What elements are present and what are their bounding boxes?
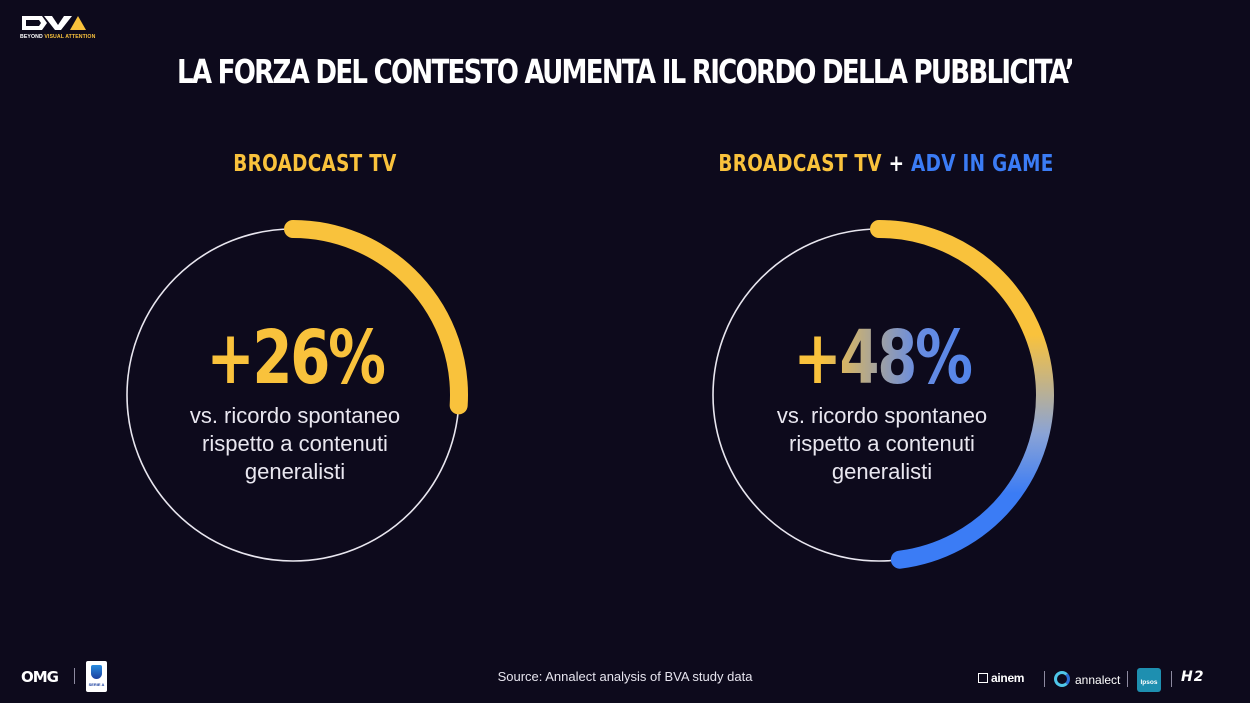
big-value: +48%	[742, 315, 1023, 401]
ring-chart-broadcast-tv-svg	[126, 220, 468, 562]
serie-a-shield-icon	[91, 665, 102, 679]
annalect-icon	[1054, 671, 1070, 687]
ring-chart-broadcast-adv-svg	[712, 220, 1054, 569]
panel-heading-broadcast-adv: BROADCAST TV + ADV IN GAME	[718, 151, 1054, 177]
annalect-logo: annalect	[1075, 673, 1121, 687]
page-title: LA FORZA DEL CONTESTO AUMENTA IL RICORDO…	[177, 52, 1075, 91]
footer-divider	[1171, 671, 1172, 687]
omg-logo: OMG	[21, 668, 59, 686]
heading-part-adv: ADV IN GAME	[911, 151, 1054, 177]
caption-line: rispetto a contenuti	[202, 431, 388, 456]
heading-plus: +	[888, 151, 905, 177]
ring-chart-broadcast-tv: +26% vs. ricordo spontaneo rispetto a co…	[115, 214, 475, 574]
caption-line: vs. ricordo spontaneo	[189, 403, 401, 428]
source-note: Source: Annalect analysis of BVA study d…	[497, 669, 753, 684]
caption: vs. ricordo spontaneo rispetto a contenu…	[702, 402, 1062, 486]
ipsos-logo: Ipsos	[1137, 668, 1161, 692]
panel-heading-broadcast-tv: BROADCAST TV	[233, 151, 397, 177]
progress-arc	[284, 220, 468, 415]
caption-line: generalisti	[831, 459, 933, 484]
footer-divider	[1127, 671, 1128, 687]
caption: vs. ricordo spontaneo rispetto a contenu…	[115, 402, 475, 486]
ainem-logo: ainem	[978, 671, 1024, 685]
serie-a-label: SERIE A	[88, 682, 105, 687]
big-value: +26%	[206, 315, 386, 401]
h2-logo: H2	[1181, 669, 1205, 685]
bva-logo-icon	[22, 16, 86, 30]
caption-line: rispetto a contenuti	[789, 431, 975, 456]
ring-chart-broadcast-adv: +48% vs. ricordo spontaneo rispetto a co…	[702, 214, 1062, 574]
serie-a-logo: SERIE A	[86, 661, 107, 692]
ainem-icon	[978, 673, 988, 683]
progress-arc	[870, 220, 1054, 569]
heading-part-broadcast: BROADCAST TV	[718, 151, 882, 177]
bva-tagline: BEYOND VISUAL ATTENTION	[20, 34, 96, 40]
caption-line: vs. ricordo spontaneo	[776, 403, 988, 428]
footer-divider	[1044, 671, 1045, 687]
bva-logo: BEYOND VISUAL ATTENTION	[20, 14, 96, 46]
caption-line: generalisti	[244, 459, 346, 484]
footer-divider	[74, 668, 75, 684]
